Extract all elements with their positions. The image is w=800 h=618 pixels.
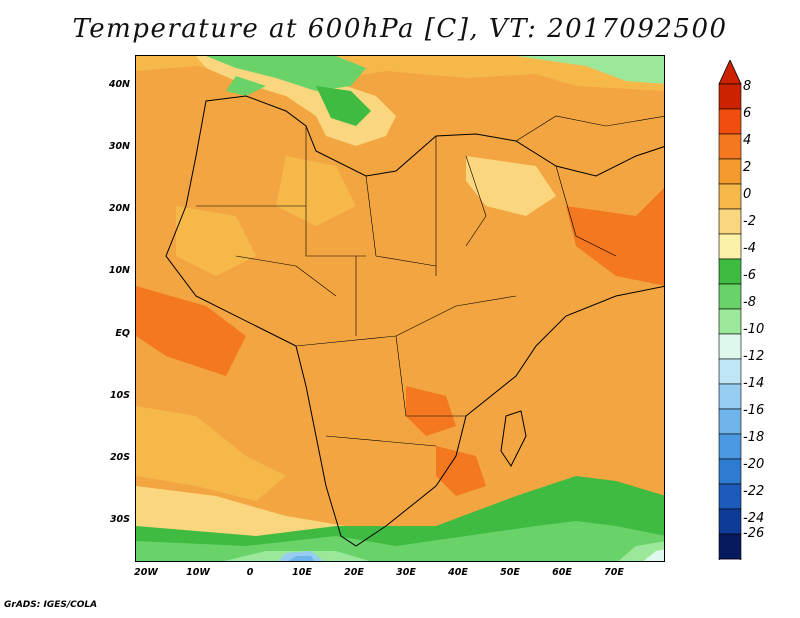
colorbar-label-neg4: -4 (743, 241, 756, 256)
lon-label-60e: 60E (552, 567, 572, 578)
colorbar-segment (718, 283, 742, 310)
lat-label-30s: 30S (109, 514, 130, 525)
colorbar-segment (718, 333, 742, 360)
lat-label-20n: 20N (108, 203, 130, 214)
colorbar-label-6: 6 (743, 106, 752, 121)
colorbar-label-neg12: -12 (743, 349, 765, 364)
colorbar-segment (718, 108, 742, 135)
colorbar-label-neg2: -2 (743, 214, 756, 229)
colorbar-label-neg14: -14 (743, 376, 765, 391)
colorbar-segment (718, 533, 742, 560)
colorbar-segment (718, 233, 742, 260)
colorbar-label-neg24: -24 (743, 511, 765, 526)
colorbar-segment (718, 458, 742, 485)
lon-label-30e: 30E (396, 567, 416, 578)
lon-label-20e: 20E (344, 567, 364, 578)
colorbar-segment (718, 83, 742, 110)
map-title: Temperature at 600hPa [C], VT: 201709250… (72, 14, 728, 44)
credit-text: GrADS: IGES/COLA (4, 600, 98, 610)
lon-label-70e: 70E (604, 567, 624, 578)
colorbar-segment (718, 308, 742, 335)
colorbar-top-arrow (718, 60, 742, 85)
colorbar-segment (718, 133, 742, 160)
colorbar-label-neg26: -26 (743, 526, 765, 541)
colorbar-label-neg6: -6 (743, 268, 756, 283)
lat-label-40n: 40N (108, 79, 130, 90)
colorbar (718, 60, 742, 560)
colorbar-segment (718, 508, 742, 535)
colorbar-label-neg8: -8 (743, 295, 756, 310)
colorbar-bottom-arrow (718, 558, 742, 560)
lat-label-10n: 10N (108, 265, 130, 276)
lon-label-10e: 10E (292, 567, 312, 578)
lat-label-30n: 30N (108, 141, 130, 152)
colorbar-label-neg16: -16 (743, 403, 765, 418)
temperature-map (135, 55, 665, 562)
colorbar-segment (718, 383, 742, 410)
lon-label-40e: 40E (448, 567, 468, 578)
colorbar-segment (718, 158, 742, 185)
colorbar-segment (718, 483, 742, 510)
colorbar-segment (718, 208, 742, 235)
colorbar-label-2: 2 (743, 160, 752, 175)
lon-label-0: 0 (246, 567, 254, 578)
colorbar-label-8: 8 (743, 79, 752, 94)
colorbar-label-4: 4 (743, 133, 752, 148)
colorbar-segment (718, 358, 742, 385)
lon-label-50e: 50E (500, 567, 520, 578)
lon-label-10w: 10W (186, 567, 210, 578)
colorbar-segment (718, 183, 742, 210)
lon-label-20w: 20W (134, 567, 158, 578)
colorbar-label-neg18: -18 (743, 430, 765, 445)
colorbar-label-neg22: -22 (743, 484, 765, 499)
colorbar-segment (718, 408, 742, 435)
lat-label-10s: 10S (109, 390, 130, 401)
lat-label-20s: 20S (109, 452, 130, 463)
lat-label-eq: EQ (115, 328, 130, 339)
colorbar-label-0: 0 (743, 187, 752, 202)
colorbar-segment (718, 258, 742, 285)
colorbar-label-neg20: -20 (743, 457, 765, 472)
colorbar-segment (718, 433, 742, 460)
colorbar-label-neg10: -10 (743, 322, 765, 337)
